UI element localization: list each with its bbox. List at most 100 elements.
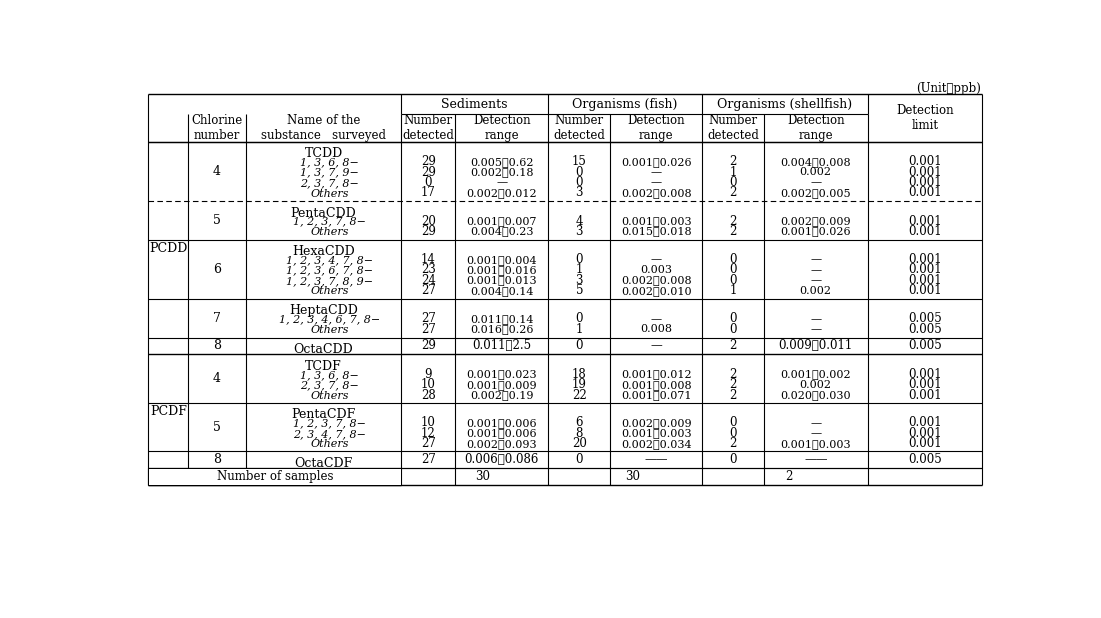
Text: Name of the
substance   surveyed: Name of the substance surveyed (261, 114, 386, 142)
Text: 0.001: 0.001 (908, 426, 941, 439)
Text: 0.001: 0.001 (908, 263, 941, 276)
Text: 0.001～0.003: 0.001～0.003 (621, 428, 691, 438)
Text: —: — (651, 167, 662, 177)
Text: OctaCDF: OctaCDF (294, 457, 352, 470)
Text: 0: 0 (729, 176, 737, 189)
Text: 0.004～0.14: 0.004～0.14 (470, 286, 534, 296)
Text: —: — (651, 255, 662, 265)
Text: (Unit：ppb): (Unit：ppb) (916, 82, 981, 95)
Text: 0: 0 (729, 417, 737, 430)
Text: 1: 1 (729, 166, 737, 179)
Text: 1, 2, 3, 4, 6, 7, 8−: 1, 2, 3, 4, 6, 7, 8− (280, 315, 381, 324)
Text: 27: 27 (421, 312, 436, 325)
Text: HeptaCDD: HeptaCDD (290, 305, 358, 318)
Text: —: — (810, 314, 821, 324)
Text: 8: 8 (214, 454, 221, 467)
Text: Number
detected: Number detected (554, 114, 606, 142)
Text: 0.001～0.002: 0.001～0.002 (781, 370, 851, 379)
Text: 9: 9 (425, 368, 432, 381)
Text: Others: Others (310, 439, 349, 449)
Text: 1, 2, 3, 4, 7, 8−: 1, 2, 3, 4, 7, 8− (286, 255, 373, 265)
Text: 29: 29 (421, 339, 436, 352)
Text: Detection
range: Detection range (787, 114, 844, 142)
Text: 15: 15 (571, 155, 587, 168)
Text: 0: 0 (425, 176, 432, 189)
Text: 8: 8 (214, 339, 221, 352)
Text: 0.001～0.026: 0.001～0.026 (621, 157, 691, 167)
Text: 22: 22 (573, 389, 587, 402)
Text: Number
detected: Number detected (402, 114, 455, 142)
Text: 19: 19 (571, 378, 587, 391)
Text: ——: —— (804, 454, 828, 467)
Text: 0.002～0.093: 0.002～0.093 (467, 439, 537, 449)
Text: Others: Others (310, 188, 349, 198)
Text: 1: 1 (729, 284, 737, 297)
Text: 0: 0 (729, 274, 737, 287)
Text: 5: 5 (576, 284, 584, 297)
Text: 0.001: 0.001 (908, 437, 941, 450)
Text: 1, 3, 6, 8−: 1, 3, 6, 8− (301, 370, 359, 380)
Text: 0.002: 0.002 (799, 379, 831, 390)
Text: 0.002～0.009: 0.002～0.009 (621, 418, 691, 428)
Text: 0.001: 0.001 (908, 155, 941, 168)
Text: 0.002～0.008: 0.002～0.008 (621, 188, 691, 198)
Text: 0: 0 (729, 323, 737, 336)
Text: Others: Others (310, 286, 349, 296)
Text: Number of samples: Number of samples (217, 470, 333, 483)
Text: —: — (810, 265, 821, 275)
Text: 17: 17 (421, 187, 436, 200)
Text: 1, 2, 3, 7, 8, 9−: 1, 2, 3, 7, 8, 9− (286, 276, 373, 286)
Text: 0.011～0.14: 0.011～0.14 (470, 314, 534, 324)
Text: 0.002～0.009: 0.002～0.009 (781, 216, 851, 226)
Text: Organisms (fish): Organisms (fish) (573, 98, 678, 111)
Text: 1, 3, 6, 8−: 1, 3, 6, 8− (301, 158, 359, 167)
Text: 6: 6 (214, 263, 221, 276)
Text: 28: 28 (421, 389, 436, 402)
Text: 0.002～0.008: 0.002～0.008 (621, 276, 691, 286)
Text: 0.001～0.007: 0.001～0.007 (467, 216, 537, 226)
Text: Chlorine
number: Chlorine number (192, 114, 242, 142)
Bar (149, 469, 401, 485)
Text: 0.001～0.071: 0.001～0.071 (621, 390, 691, 400)
Text: 27: 27 (421, 437, 436, 450)
Text: 2, 3, 4, 7, 8−: 2, 3, 4, 7, 8− (293, 429, 367, 439)
Text: 0.005: 0.005 (908, 312, 941, 325)
Text: 0.002～0.18: 0.002～0.18 (470, 167, 534, 177)
Text: 2: 2 (729, 389, 737, 402)
Text: 0.001～0.003: 0.001～0.003 (621, 216, 691, 226)
Text: 2: 2 (729, 214, 737, 227)
Text: 2, 3, 7, 8−: 2, 3, 7, 8− (301, 178, 359, 188)
Text: 0: 0 (729, 454, 737, 467)
Text: —: — (497, 177, 508, 187)
Text: 27: 27 (421, 284, 436, 297)
Text: 0.002～0.19: 0.002～0.19 (470, 390, 534, 400)
Text: 1: 1 (576, 323, 584, 336)
Text: 1: 1 (576, 263, 584, 276)
Text: 0: 0 (729, 253, 737, 266)
Text: 0.008: 0.008 (640, 324, 672, 334)
Text: 0: 0 (576, 176, 584, 189)
Text: 4: 4 (576, 214, 584, 227)
Text: 0.002～0.012: 0.002～0.012 (467, 188, 537, 198)
Text: 2: 2 (729, 437, 737, 450)
Text: PCDF: PCDF (150, 405, 187, 418)
Text: 0.001～0.006: 0.001～0.006 (467, 428, 537, 438)
Text: 1, 2, 3, 7, 8−: 1, 2, 3, 7, 8− (293, 418, 367, 428)
Text: 0.001: 0.001 (908, 368, 941, 381)
Text: 3: 3 (576, 274, 584, 287)
Text: 24: 24 (421, 274, 436, 287)
Text: 0.001～0.012: 0.001～0.012 (621, 370, 691, 379)
Text: 3: 3 (576, 187, 584, 200)
Text: PentaCDD: PentaCDD (291, 206, 357, 219)
Text: —: — (810, 177, 821, 187)
Text: 0: 0 (576, 312, 584, 325)
Text: 0.005: 0.005 (908, 339, 941, 352)
Text: 5: 5 (214, 214, 221, 227)
Text: 18: 18 (573, 368, 587, 381)
Text: 29: 29 (421, 166, 436, 179)
Text: 23: 23 (421, 263, 436, 276)
Text: 0.004～0.008: 0.004～0.008 (781, 157, 851, 167)
Text: —: — (810, 428, 821, 438)
Text: 0.001～0.013: 0.001～0.013 (467, 276, 537, 286)
Text: TCDD: TCDD (305, 147, 342, 160)
